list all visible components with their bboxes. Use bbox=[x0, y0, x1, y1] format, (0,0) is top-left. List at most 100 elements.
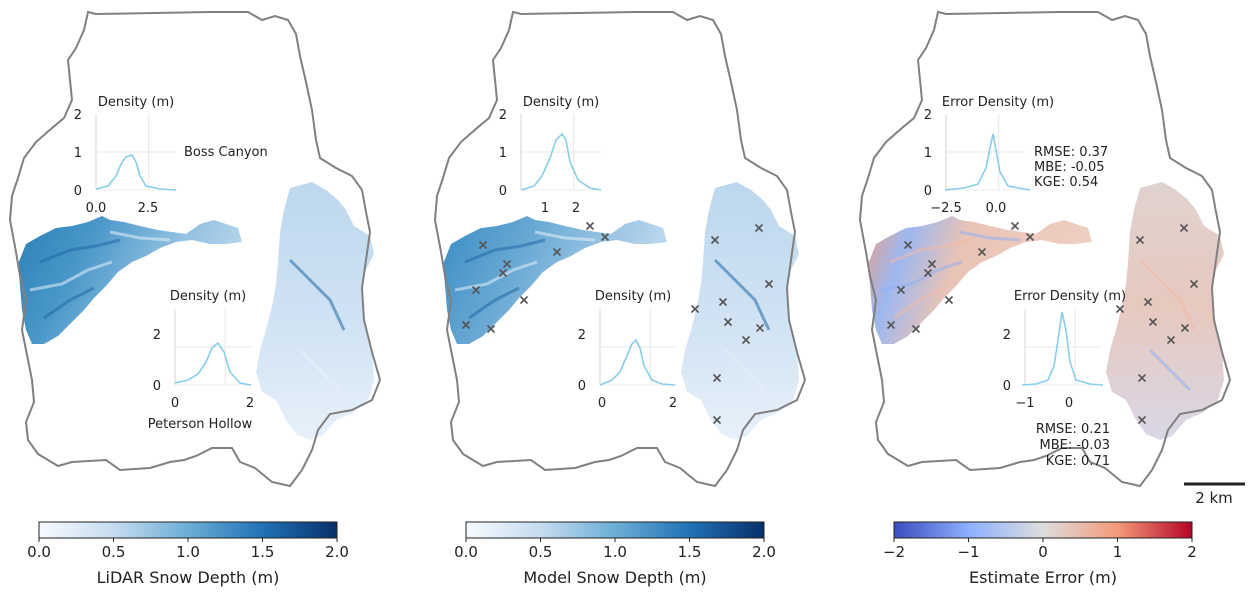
stat-line: KGE: 0.54 bbox=[1034, 175, 1098, 190]
inset-x-tick: 2 bbox=[669, 396, 677, 411]
site-marker bbox=[927, 259, 937, 269]
site-marker bbox=[764, 279, 774, 289]
site-marker bbox=[552, 247, 562, 257]
site-marker bbox=[903, 240, 913, 250]
site-marker bbox=[600, 232, 610, 242]
colorbar-label: LiDAR Snow Depth (m) bbox=[97, 568, 280, 587]
inset-y-tick: 2 bbox=[924, 108, 932, 123]
peterson-hollow-raster bbox=[1106, 182, 1224, 440]
colorbar-label: Model Snow Depth (m) bbox=[523, 568, 706, 587]
site-marker bbox=[471, 285, 481, 295]
inset-y-tick: 2 bbox=[578, 328, 586, 343]
peterson-hollow-raster bbox=[256, 182, 374, 440]
colorbar-tick: 2.0 bbox=[752, 543, 776, 561]
terrain-texture bbox=[468, 286, 520, 320]
site-marker bbox=[1137, 373, 1147, 383]
site-marker bbox=[461, 320, 471, 330]
terrain-texture bbox=[464, 238, 546, 264]
colorbar-tick: −1 bbox=[957, 543, 979, 561]
region-label-boss-canyon: Boss Canyon bbox=[184, 145, 268, 160]
inset-y-tick: 1 bbox=[74, 146, 82, 161]
kde-curve bbox=[95, 154, 177, 191]
inset-title: Error Density (m) bbox=[942, 95, 1054, 110]
site-marker bbox=[741, 335, 751, 345]
site-marker bbox=[1180, 323, 1190, 333]
site-marker bbox=[1143, 297, 1153, 307]
inset-x-tick: 2 bbox=[572, 201, 580, 216]
terrain-texture bbox=[1138, 258, 1196, 331]
colorbar-tick: 1.5 bbox=[678, 543, 702, 561]
site-marker bbox=[1166, 335, 1176, 345]
terrain-texture bbox=[109, 230, 171, 242]
inset-y-tick: 2 bbox=[1003, 328, 1011, 343]
site-marker bbox=[723, 317, 733, 327]
colorbar-lidar: 0.0 0.5 1.0 1.5 2.0 LiDAR Snow Depth (m) bbox=[27, 521, 349, 587]
colorbar-tick: 2 bbox=[1187, 543, 1197, 561]
colorbar-tick: 0.5 bbox=[102, 543, 126, 561]
terrain-texture bbox=[298, 348, 342, 392]
inset-top-density: Error Density (m) 2 1 0 −2.5 0.0 RMSE: 0.37MBE… bbox=[924, 95, 1108, 216]
inset-y-tick: 0 bbox=[924, 184, 932, 199]
site-marker bbox=[712, 373, 722, 383]
inset-y-tick: 0 bbox=[153, 379, 161, 394]
colorbar-tick: 0 bbox=[1038, 543, 1048, 561]
site-marker bbox=[478, 240, 488, 250]
colorbar-error: −2 −1 0 1 2 Estimate Error (m) bbox=[883, 521, 1197, 587]
site-marker bbox=[498, 268, 508, 278]
inset-y-tick: 2 bbox=[499, 108, 507, 123]
stat-line: RMSE: 0.37 bbox=[1034, 145, 1108, 160]
inset-y-tick: 2 bbox=[74, 108, 82, 123]
colorbar-gradient bbox=[38, 521, 338, 539]
inset-bottom-density: Density (m) 2 00 2 bbox=[578, 289, 677, 411]
site-marker bbox=[1115, 304, 1125, 314]
scale-bar-label: 2 km bbox=[1195, 489, 1233, 507]
terrain-texture bbox=[879, 260, 963, 292]
stat-line: RMSE: 0.21 bbox=[1036, 422, 1110, 437]
inset-y-tick: 0 bbox=[578, 379, 586, 394]
terrain-texture bbox=[713, 258, 771, 331]
colorbar-gradient bbox=[465, 521, 765, 539]
site-marker bbox=[712, 415, 722, 425]
inset-title: Density (m) bbox=[595, 289, 671, 304]
colorbar-tick: 1 bbox=[1113, 543, 1123, 561]
inset-x-tick: 0 bbox=[1065, 396, 1073, 411]
inset-title: Density (m) bbox=[98, 95, 174, 110]
site-marker bbox=[519, 295, 529, 305]
inset-y-tick: 1 bbox=[924, 146, 932, 161]
inset-x-tick: 0 bbox=[598, 396, 606, 411]
colorbar-label: Estimate Error (m) bbox=[969, 568, 1117, 587]
terrain-texture bbox=[889, 238, 971, 264]
scale-bar: 2 km bbox=[1184, 482, 1245, 507]
terrain-texture bbox=[534, 230, 596, 242]
colorbar-tick: 1.5 bbox=[251, 543, 275, 561]
terrain-texture bbox=[288, 258, 346, 331]
colorbar-gradient bbox=[893, 521, 1193, 539]
colorbar-tick: 1.0 bbox=[603, 543, 627, 561]
terrain-texture bbox=[29, 260, 113, 292]
colorbar-tick: −2 bbox=[883, 543, 905, 561]
colorbar-tick: 1.0 bbox=[176, 543, 200, 561]
terrain-texture bbox=[1148, 348, 1192, 392]
site-marker bbox=[1137, 415, 1147, 425]
inset-title: Density (m) bbox=[170, 289, 246, 304]
inset-top-density: Density (m) 2 1 0 1 2 bbox=[499, 95, 602, 216]
watershed-outline bbox=[8, 10, 382, 488]
colorbar-model: 0.0 0.5 1.0 1.5 2.0 Model Snow Depth (m) bbox=[454, 521, 776, 587]
site-marker bbox=[486, 324, 496, 334]
site-marker bbox=[886, 320, 896, 330]
inset-x-tick: −1 bbox=[1015, 396, 1034, 411]
colorbar-tick: 0.0 bbox=[27, 543, 51, 561]
inset-x-tick: 2 bbox=[246, 396, 254, 411]
site-marker bbox=[1148, 317, 1158, 327]
watershed-outline bbox=[433, 10, 807, 488]
inset-y-tick: 0 bbox=[74, 184, 82, 199]
site-marker bbox=[1025, 232, 1035, 242]
colorbar-tick: 0.0 bbox=[454, 543, 478, 561]
stat-line: MBE: -0.05 bbox=[1034, 160, 1105, 175]
site-marker bbox=[977, 247, 987, 257]
inset-x-tick: 0.0 bbox=[986, 201, 1007, 216]
inset-y-tick: 2 bbox=[153, 328, 161, 343]
